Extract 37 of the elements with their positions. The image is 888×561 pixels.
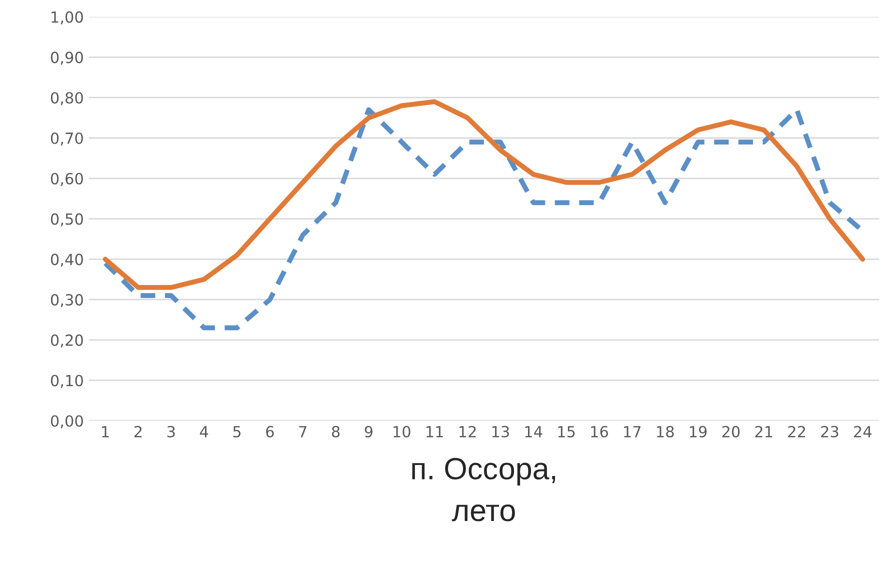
x-tick-label: 13: [492, 426, 509, 438]
x-tick-label: 20: [722, 426, 740, 438]
x-tick-label: 16: [591, 426, 608, 438]
x-tick-label: 7: [299, 426, 306, 438]
y-tick-label: 0,60: [50, 172, 83, 186]
y-tick-label: 0,00: [50, 415, 83, 428]
x-tick-label: 24: [854, 426, 872, 438]
x-tick-label: 17: [624, 426, 641, 438]
x-tick-label: 23: [821, 426, 838, 438]
y-tick-label: 1,00: [52, 11, 83, 24]
x-tick-label: 21: [755, 426, 772, 438]
y-tick-label: 0,20: [50, 334, 83, 348]
y-tick-label: 0,50: [50, 213, 83, 226]
x-tick-label: 2: [134, 426, 142, 438]
line-series: [102, 99, 866, 290]
x-tick-label: 8: [332, 426, 340, 438]
x-tick-label: 5: [233, 426, 241, 438]
x-tick-label: 10: [394, 426, 410, 438]
x-tick-label: 22: [788, 426, 805, 438]
x-tick-label: 12: [459, 426, 476, 438]
x-tick-label: 9: [364, 426, 372, 438]
x-tick-label: 14: [525, 426, 542, 438]
y-tick-label: 0,10: [50, 374, 83, 388]
y-tick-label: 0,70: [50, 132, 83, 146]
x-tick-label: 4: [200, 426, 208, 438]
x-tick-label: 19: [690, 426, 707, 438]
y-tick-label: 0,40: [50, 254, 83, 267]
x-tick-label: 11: [426, 426, 443, 438]
y-tick-label: 0,30: [50, 294, 83, 308]
x-tick-label: 15: [558, 426, 575, 438]
x-axis-title: п. Оссора, лето: [412, 458, 556, 522]
x-tick-label: 3: [167, 426, 175, 438]
x-tick-label: 18: [657, 426, 674, 438]
y-tick-label: 0,90: [50, 52, 83, 65]
y-tick-label: 0,80: [50, 92, 83, 106]
x-tick-label: 1: [102, 426, 109, 438]
x-tick-label: 6: [266, 426, 274, 438]
